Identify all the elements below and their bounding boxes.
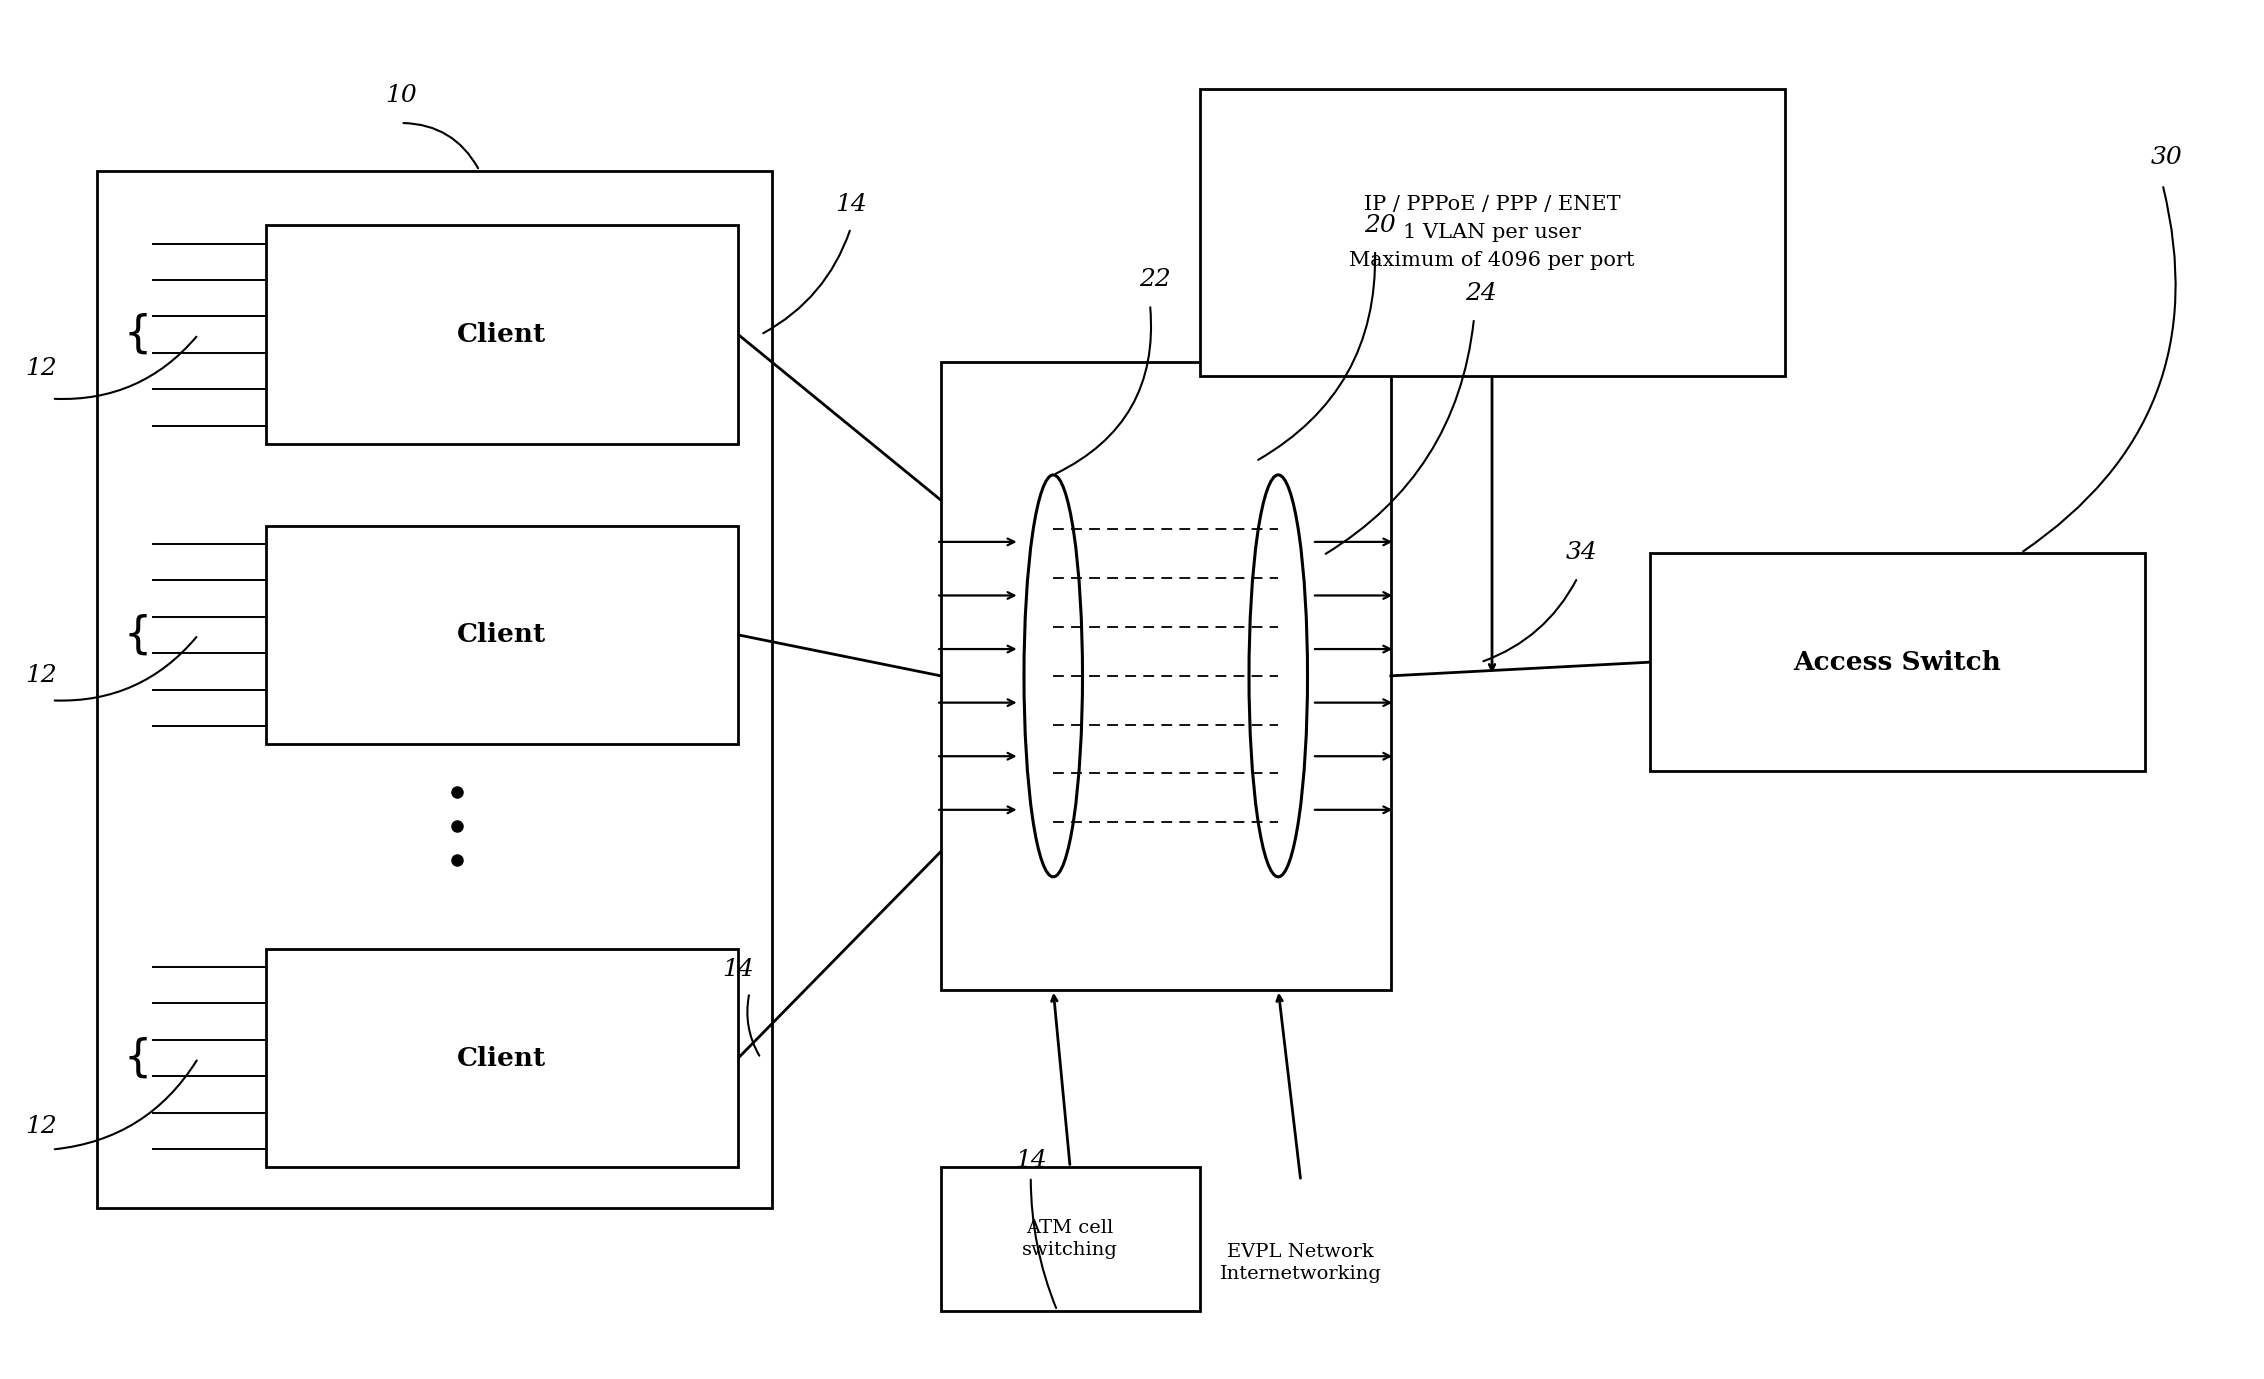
Text: 34: 34	[1567, 542, 1598, 564]
Text: 12: 12	[25, 1114, 57, 1138]
Text: Client: Client	[457, 1045, 546, 1070]
FancyBboxPatch shape	[942, 1167, 1200, 1310]
Text: 24: 24	[1465, 283, 1497, 305]
Text: IP / PPPoE / PPP / ENET
1 VLAN per user
Maximum of 4096 per port: IP / PPPoE / PPP / ENET 1 VLAN per user …	[1349, 194, 1635, 270]
Text: 14: 14	[835, 193, 867, 217]
Text: ATM cell
switching: ATM cell switching	[1021, 1219, 1118, 1259]
Text: 30: 30	[2151, 146, 2182, 168]
FancyBboxPatch shape	[1200, 88, 1784, 375]
FancyBboxPatch shape	[1650, 553, 2144, 771]
FancyBboxPatch shape	[942, 361, 1390, 990]
Text: EVPL Network
Internetworking: EVPL Network Internetworking	[1220, 1242, 1381, 1282]
Text: Client: Client	[457, 622, 546, 647]
FancyBboxPatch shape	[265, 949, 738, 1167]
Text: 14: 14	[1014, 1149, 1046, 1172]
Text: 22: 22	[1139, 269, 1170, 291]
Text: 20: 20	[1363, 214, 1395, 237]
Text: Access Switch: Access Switch	[1793, 650, 2001, 674]
FancyBboxPatch shape	[97, 171, 772, 1208]
Text: Client: Client	[457, 323, 546, 348]
Text: 10: 10	[385, 84, 417, 108]
Text: 12: 12	[25, 665, 57, 687]
Text: 14: 14	[722, 958, 754, 980]
FancyBboxPatch shape	[265, 525, 738, 745]
Text: {: {	[122, 313, 152, 356]
Text: 12: 12	[25, 357, 57, 381]
Text: {: {	[122, 614, 152, 656]
Text: {: {	[122, 1037, 152, 1080]
FancyBboxPatch shape	[265, 225, 738, 444]
